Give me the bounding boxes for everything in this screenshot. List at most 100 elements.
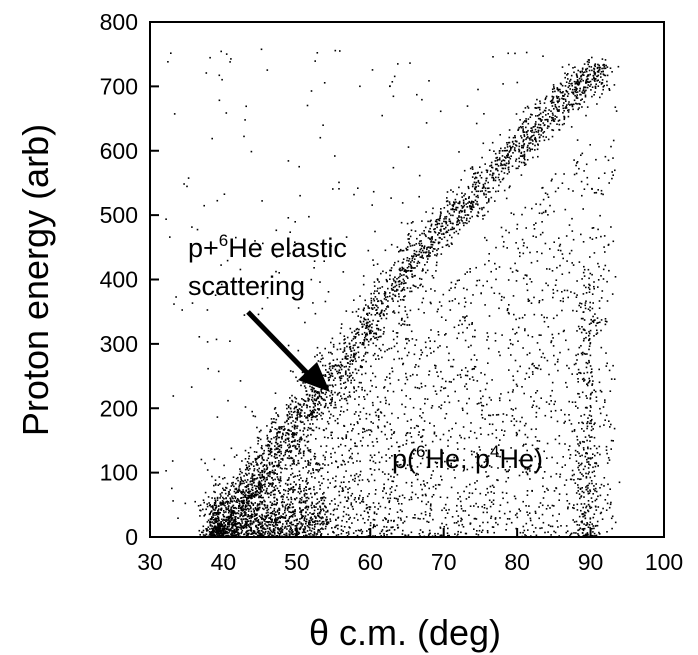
data-point xyxy=(552,97,554,100)
data-point xyxy=(565,107,568,109)
data-point xyxy=(514,147,516,149)
data-point xyxy=(348,487,351,489)
data-point xyxy=(225,528,228,531)
data-point xyxy=(418,358,421,360)
data-point xyxy=(347,488,349,490)
data-point xyxy=(525,126,527,129)
data-point xyxy=(231,484,234,486)
data-point xyxy=(292,462,295,464)
data-point xyxy=(604,399,606,401)
data-point xyxy=(346,378,349,380)
data-point xyxy=(325,396,328,398)
data-point xyxy=(398,305,401,307)
data-point xyxy=(286,432,289,434)
data-point xyxy=(334,480,337,482)
data-point xyxy=(456,374,459,376)
data-point xyxy=(482,511,485,514)
data-point xyxy=(405,516,408,518)
data-point xyxy=(415,243,418,245)
data-point xyxy=(276,473,278,475)
data-point xyxy=(575,172,578,175)
data-point xyxy=(450,464,452,467)
data-point xyxy=(373,512,376,515)
data-point xyxy=(369,429,372,431)
data-point xyxy=(403,270,406,272)
data-point xyxy=(335,485,337,488)
data-point xyxy=(249,467,251,470)
data-point xyxy=(300,421,302,424)
data-point xyxy=(351,492,354,495)
data-point xyxy=(447,229,450,231)
data-point xyxy=(552,317,555,320)
data-point xyxy=(433,241,436,244)
data-point xyxy=(266,514,268,517)
data-point xyxy=(316,392,319,394)
data-point xyxy=(519,531,522,534)
data-point xyxy=(580,74,583,77)
data-point xyxy=(439,214,442,216)
data-point xyxy=(524,158,526,161)
data-point xyxy=(416,478,419,481)
data-point xyxy=(397,516,400,519)
data-point xyxy=(296,432,298,434)
data-point xyxy=(277,414,279,416)
data-point xyxy=(594,65,596,68)
data-point xyxy=(527,129,529,132)
data-point xyxy=(292,523,295,526)
data-point xyxy=(374,525,376,528)
data-point xyxy=(351,331,353,334)
data-point xyxy=(237,533,240,535)
data-point xyxy=(577,392,579,395)
data-point xyxy=(268,485,270,487)
data-point xyxy=(321,467,324,470)
data-point xyxy=(294,533,296,535)
data-point xyxy=(299,412,302,414)
data-point xyxy=(330,351,332,354)
data-point xyxy=(575,73,578,75)
data-point xyxy=(290,468,293,470)
data-point xyxy=(376,396,379,398)
data-point xyxy=(462,409,464,411)
data-point xyxy=(421,531,424,533)
data-point xyxy=(296,419,298,421)
data-point xyxy=(358,356,360,359)
data-point xyxy=(512,409,514,411)
data-point xyxy=(417,473,419,476)
data-point xyxy=(300,436,302,439)
data-point xyxy=(532,140,534,142)
data-point xyxy=(282,496,284,498)
data-point xyxy=(260,489,262,491)
data-point xyxy=(382,313,385,315)
data-point xyxy=(408,260,410,262)
data-point xyxy=(299,429,301,432)
data-point xyxy=(597,321,599,324)
data-point xyxy=(501,178,504,181)
data-point xyxy=(547,531,549,533)
data-point xyxy=(345,521,348,523)
data-point xyxy=(419,256,422,258)
data-point xyxy=(389,508,391,510)
data-point xyxy=(279,485,282,487)
data-point xyxy=(411,276,414,278)
data-point xyxy=(588,61,590,64)
data-point xyxy=(254,415,257,418)
data-point xyxy=(274,461,277,463)
data-point xyxy=(207,526,210,528)
data-point xyxy=(524,274,527,276)
data-point xyxy=(264,485,266,488)
data-point xyxy=(289,370,292,372)
data-point xyxy=(221,491,223,494)
data-point xyxy=(430,302,432,305)
data-point xyxy=(576,94,578,96)
data-point xyxy=(216,517,219,520)
data-point xyxy=(352,356,355,358)
data-point xyxy=(482,521,484,524)
data-point xyxy=(322,392,324,394)
data-point xyxy=(585,82,587,84)
data-point xyxy=(383,326,385,329)
data-point xyxy=(358,497,360,499)
data-point xyxy=(241,460,243,462)
data-point xyxy=(279,444,281,447)
data-point xyxy=(289,526,292,528)
data-point xyxy=(577,407,579,409)
